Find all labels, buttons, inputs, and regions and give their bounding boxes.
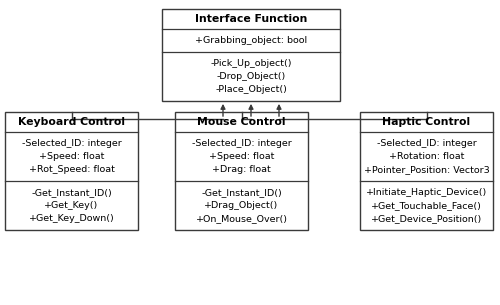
Text: +Speed: float: +Speed: float [39,152,104,161]
Text: +On_Mouse_Over(): +On_Mouse_Over() [196,214,288,223]
Text: Haptic Control: Haptic Control [382,117,470,127]
Text: Mouse Control: Mouse Control [197,117,286,127]
Text: +Drag: float: +Drag: float [212,165,271,174]
Text: +Rotation: float: +Rotation: float [389,152,464,161]
Text: Keyboard Control: Keyboard Control [18,117,125,127]
Text: +Grabbing_object: bool: +Grabbing_object: bool [195,36,307,45]
Bar [5,112,138,230]
Text: -Pick_Up_object(): -Pick_Up_object() [210,59,292,68]
Text: +Initiate_Haptic_Device(): +Initiate_Haptic_Device() [366,188,487,197]
Text: -Get_Instant_ID(): -Get_Instant_ID() [201,188,282,197]
Text: +Get_Device_Position(): +Get_Device_Position() [371,214,482,223]
Text: Interface Function: Interface Function [195,14,307,24]
Text: +Pointer_Position: Vector3: +Pointer_Position: Vector3 [364,165,490,174]
Text: -Drop_Object(): -Drop_Object() [216,72,286,81]
Text: -Selected_ID: integer: -Selected_ID: integer [192,139,292,148]
Text: +Get_Key(): +Get_Key() [44,201,98,210]
Text: -Place_Object(): -Place_Object() [215,85,287,94]
Bar [175,112,308,230]
Text: -Selected_ID: integer: -Selected_ID: integer [376,139,476,148]
Bar [360,112,493,230]
Bar [162,9,340,101]
Text: +Rot_Speed: float: +Rot_Speed: float [28,165,114,174]
Text: +Speed: float: +Speed: float [209,152,274,161]
Text: -Selected_ID: integer: -Selected_ID: integer [22,139,122,148]
Text: +Get_Key_Down(): +Get_Key_Down() [28,214,114,223]
Text: +Get_Touchable_Face(): +Get_Touchable_Face() [371,201,482,210]
Text: +Drag_Object(): +Drag_Object() [204,201,279,210]
Text: -Get_Instant_ID(): -Get_Instant_ID() [31,188,112,197]
